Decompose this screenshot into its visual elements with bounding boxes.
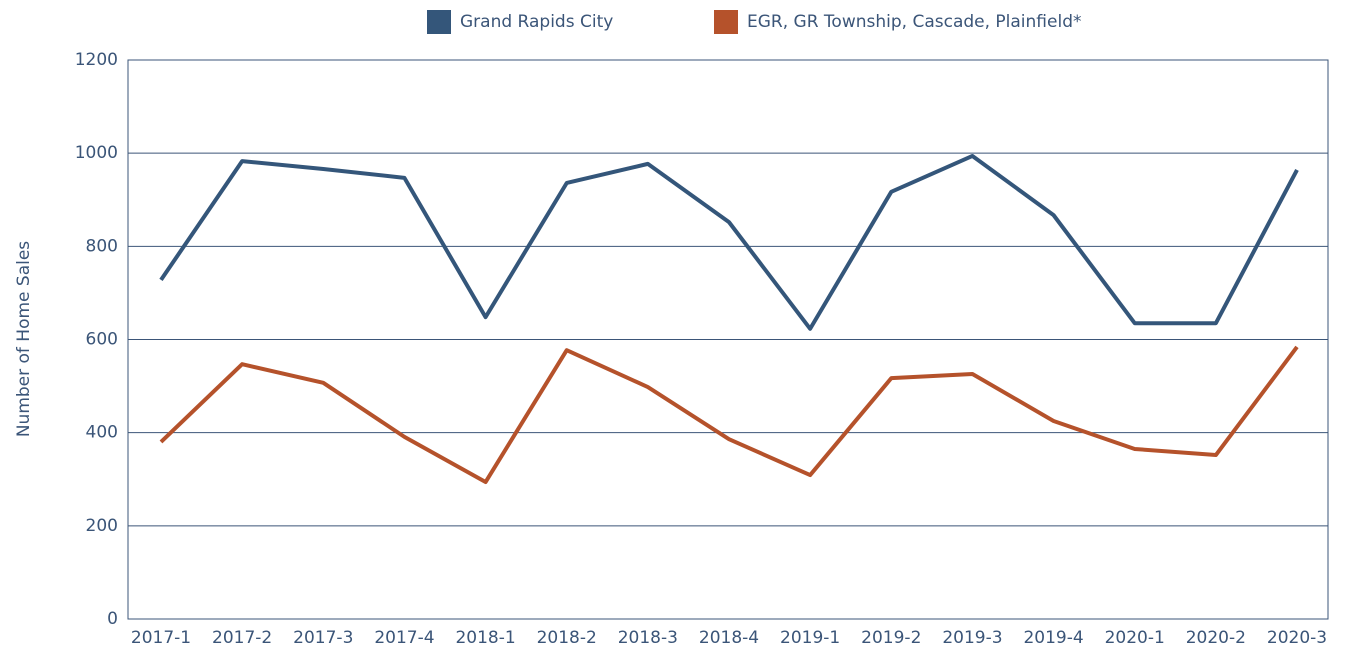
y-tick-label: 1200 bbox=[75, 50, 118, 70]
y-tick-label: 200 bbox=[86, 516, 118, 536]
y-tick-label: 600 bbox=[86, 330, 118, 350]
x-tick-label: 2018-3 bbox=[618, 628, 678, 648]
x-tick-label: 2020-1 bbox=[1105, 628, 1165, 648]
legend-swatch bbox=[714, 10, 738, 34]
y-tick-label: 400 bbox=[86, 423, 118, 443]
y-tick-label: 800 bbox=[86, 236, 118, 256]
y-tick-label: 1000 bbox=[75, 143, 118, 163]
x-tick-label: 2017-2 bbox=[212, 628, 272, 648]
x-tick-label: 2018-2 bbox=[537, 628, 597, 648]
series-line bbox=[159, 345, 1299, 485]
y-axis-label: Number of Home Sales bbox=[14, 241, 34, 437]
x-tick-label: 2020-3 bbox=[1267, 628, 1327, 648]
x-tick-label: 2017-1 bbox=[131, 628, 191, 648]
x-tick-label: 2019-3 bbox=[942, 628, 1002, 648]
x-tick-label: 2018-4 bbox=[699, 628, 759, 648]
legend-swatch bbox=[427, 10, 451, 34]
x-tick-label: 2020-2 bbox=[1186, 628, 1246, 648]
y-tick-label: 0 bbox=[107, 609, 118, 629]
legend-label: EGR, GR Township, Cascade, Plainfield* bbox=[747, 12, 1082, 32]
x-tick-label: 2019-1 bbox=[780, 628, 840, 648]
x-tick-label: 2018-1 bbox=[455, 628, 515, 648]
x-tick-label: 2019-2 bbox=[861, 628, 921, 648]
x-tick-label: 2019-4 bbox=[1023, 628, 1083, 648]
series-line bbox=[159, 153, 1299, 331]
x-tick-label: 2017-3 bbox=[293, 628, 353, 648]
legend-label: Grand Rapids City bbox=[460, 12, 613, 32]
x-tick-label: 2017-4 bbox=[374, 628, 434, 648]
plot-frame bbox=[127, 59, 1329, 620]
